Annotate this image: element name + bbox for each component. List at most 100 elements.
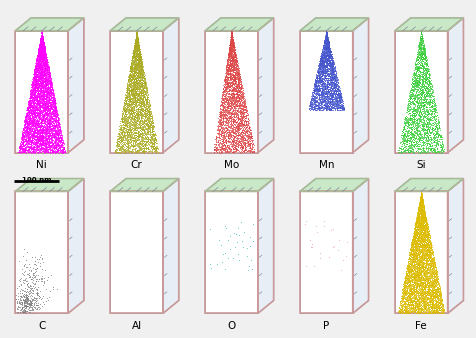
Point	[415, 227, 423, 233]
Point	[228, 56, 235, 62]
Point	[330, 77, 338, 82]
Point	[228, 130, 236, 136]
Point	[427, 129, 435, 135]
Point	[403, 298, 411, 303]
Point	[426, 281, 434, 286]
Point	[38, 54, 45, 60]
Point	[240, 124, 248, 130]
Point	[131, 34, 139, 39]
Point	[228, 56, 236, 62]
Point	[429, 272, 437, 277]
Point	[233, 115, 241, 120]
Point	[308, 101, 316, 107]
Point	[18, 141, 26, 147]
Point	[336, 91, 343, 97]
Point	[305, 104, 313, 109]
Point	[241, 110, 249, 115]
Point	[46, 92, 54, 97]
Point	[141, 106, 149, 112]
Point	[218, 119, 226, 124]
Point	[42, 147, 50, 152]
Point	[45, 107, 53, 113]
Point	[326, 55, 333, 61]
Point	[41, 105, 49, 111]
Point	[42, 80, 50, 85]
Point	[48, 123, 56, 128]
Point	[44, 71, 52, 76]
Point	[143, 116, 150, 121]
Point	[416, 94, 424, 99]
Point	[120, 129, 128, 134]
Point	[323, 36, 331, 42]
Point	[417, 199, 425, 204]
Point	[230, 101, 238, 106]
Point	[219, 84, 227, 90]
Point	[30, 130, 37, 136]
Point	[423, 230, 431, 235]
Point	[237, 125, 245, 130]
Point	[321, 40, 329, 45]
Point	[323, 67, 330, 72]
Point	[327, 80, 335, 86]
Point	[30, 104, 38, 110]
Point	[416, 55, 424, 61]
Point	[224, 98, 232, 104]
Point	[411, 232, 418, 237]
Point	[33, 64, 41, 69]
Point	[306, 101, 314, 107]
Point	[414, 300, 421, 306]
Point	[41, 45, 49, 50]
Point	[241, 143, 248, 148]
Point	[331, 69, 338, 74]
Point	[37, 46, 45, 51]
Point	[416, 238, 423, 243]
Point	[229, 94, 237, 99]
Point	[420, 304, 428, 309]
Point	[45, 67, 53, 72]
Point	[401, 303, 408, 308]
Point	[418, 46, 426, 51]
Point	[146, 124, 153, 129]
Point	[413, 264, 421, 269]
Point	[50, 105, 58, 110]
Point	[29, 125, 37, 130]
Point	[422, 121, 430, 126]
Point	[215, 117, 223, 122]
Point	[135, 49, 142, 54]
Point	[417, 53, 425, 58]
Point	[241, 104, 248, 110]
Point	[36, 127, 44, 132]
Point	[43, 126, 51, 132]
Point	[49, 90, 56, 95]
Point	[320, 68, 327, 74]
Point	[52, 127, 60, 133]
Point	[147, 114, 154, 119]
Point	[46, 93, 54, 98]
Point	[326, 77, 333, 82]
Point	[53, 131, 61, 137]
Point	[315, 99, 322, 104]
Point	[18, 139, 25, 145]
Point	[38, 83, 46, 89]
Point	[32, 300, 40, 306]
Point	[46, 75, 53, 80]
Point	[118, 143, 125, 149]
Point	[411, 268, 418, 273]
Point	[222, 140, 230, 145]
Point	[323, 37, 330, 43]
Point	[422, 247, 430, 252]
Point	[432, 292, 440, 298]
Point	[34, 137, 42, 143]
Point	[329, 68, 337, 74]
Point	[423, 279, 431, 285]
Point	[325, 106, 332, 112]
Point	[34, 291, 41, 296]
Point	[132, 68, 139, 73]
Point	[425, 269, 432, 275]
Point	[416, 195, 423, 200]
Point	[225, 108, 233, 114]
Point	[141, 76, 149, 82]
Point	[325, 100, 333, 105]
Point	[415, 213, 422, 218]
Point	[228, 104, 236, 110]
